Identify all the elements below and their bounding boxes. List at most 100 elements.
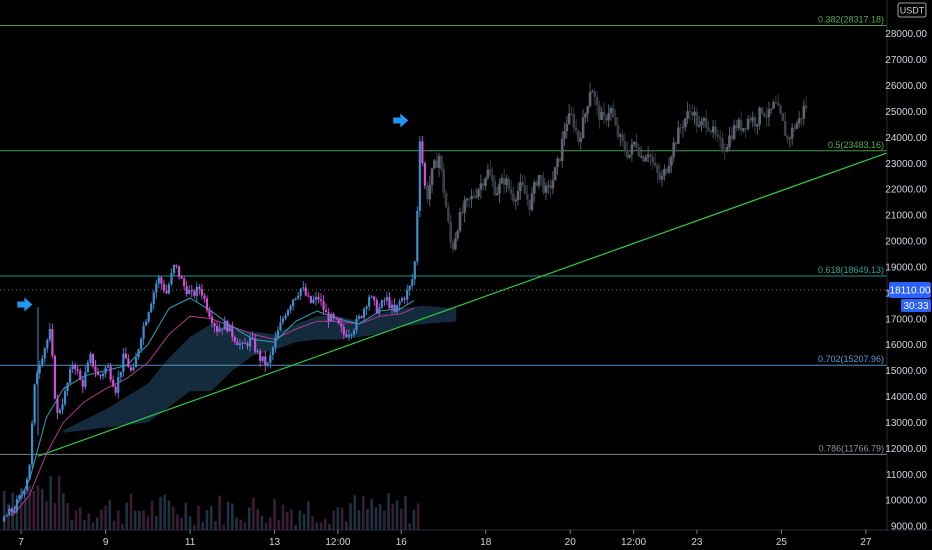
candle-body[interactable]: [36, 372, 39, 385]
candle-body[interactable]: [51, 329, 54, 356]
forecast-candle-body[interactable]: [718, 136, 722, 139]
candle-body[interactable]: [145, 321, 148, 326]
forecast-candle-body[interactable]: [574, 127, 578, 131]
candle-body[interactable]: [114, 386, 117, 393]
forecast-candle-body[interactable]: [474, 196, 478, 198]
forecast-candle-body[interactable]: [484, 178, 487, 186]
candle-body[interactable]: [352, 330, 356, 335]
candle-body[interactable]: [385, 297, 389, 301]
candle-body[interactable]: [340, 323, 343, 328]
forecast-candle-body[interactable]: [728, 135, 731, 147]
forecast-candle-body[interactable]: [614, 117, 617, 126]
forecast-candle-body[interactable]: [435, 160, 439, 168]
forecast-candle-body[interactable]: [772, 101, 775, 109]
candle-body[interactable]: [79, 370, 82, 380]
candle-body[interactable]: [337, 318, 340, 324]
forecast-candle-body[interactable]: [442, 169, 446, 193]
candle-body[interactable]: [368, 296, 371, 307]
candle-body[interactable]: [294, 298, 297, 300]
forecast-candle-body[interactable]: [472, 195, 476, 197]
forecast-candle-body[interactable]: [795, 123, 799, 129]
forecast-candle-body[interactable]: [426, 185, 429, 200]
candle-body[interactable]: [238, 343, 242, 346]
candle-body[interactable]: [91, 353, 95, 367]
fib-retracement[interactable]: 0.382(28317.18) 0.5(23483.16) 0.618(18649.…: [0, 14, 887, 455]
forecast-candle-body[interactable]: [460, 212, 464, 214]
candle-body[interactable]: [124, 353, 127, 359]
forecast-candle-body[interactable]: [665, 169, 669, 173]
forecast-candle-body[interactable]: [533, 182, 536, 194]
candle-body[interactable]: [198, 286, 201, 290]
forecast-candle-body[interactable]: [572, 113, 576, 128]
forecast-candle-body[interactable]: [642, 155, 645, 162]
candle-body[interactable]: [406, 289, 409, 300]
candle-body[interactable]: [3, 516, 6, 521]
forecast-candle-body[interactable]: [730, 135, 734, 140]
candle-body[interactable]: [177, 265, 181, 277]
forecast-candle-body[interactable]: [760, 107, 764, 114]
candle-body[interactable]: [314, 296, 318, 300]
candle-body[interactable]: [20, 494, 24, 496]
candle-body[interactable]: [74, 365, 77, 370]
candle-body[interactable]: [330, 314, 333, 322]
forecast-candle-body[interactable]: [781, 113, 785, 121]
candle-body[interactable]: [395, 304, 399, 312]
candle-body[interactable]: [183, 278, 186, 287]
forecast-candle-body[interactable]: [670, 157, 673, 166]
candle-body[interactable]: [418, 141, 421, 211]
candle-body[interactable]: [365, 306, 368, 309]
candle-body[interactable]: [342, 327, 345, 335]
candle-body[interactable]: [360, 316, 363, 318]
forecast-candle-body[interactable]: [709, 130, 713, 133]
candle-body[interactable]: [378, 307, 381, 314]
forecast-candle-body[interactable]: [507, 178, 511, 189]
candle-body[interactable]: [398, 301, 401, 305]
candle-body[interactable]: [269, 354, 272, 363]
forecast-candle-body[interactable]: [704, 117, 708, 128]
forecast-candle-body[interactable]: [486, 169, 490, 179]
candle-body[interactable]: [23, 490, 26, 495]
candle-body[interactable]: [15, 499, 18, 511]
candle-body[interactable]: [13, 510, 16, 512]
forecast-candle-body[interactable]: [628, 154, 631, 158]
candle-body[interactable]: [307, 295, 310, 297]
candle-body[interactable]: [33, 384, 36, 424]
forecast-candle-body[interactable]: [588, 92, 592, 107]
candle-body[interactable]: [46, 339, 49, 349]
candle-body[interactable]: [324, 309, 328, 313]
forecast-candle-body[interactable]: [465, 198, 469, 201]
candle-body[interactable]: [266, 362, 269, 365]
forecast-candle-body[interactable]: [523, 185, 527, 195]
forecast-candle-body[interactable]: [762, 113, 766, 117]
forecast-candle-body[interactable]: [449, 221, 452, 243]
candle-body[interactable]: [228, 325, 231, 332]
candle-body[interactable]: [5, 515, 8, 517]
candle-body[interactable]: [332, 314, 335, 318]
candle-body[interactable]: [383, 300, 386, 302]
candle-body[interactable]: [423, 163, 427, 186]
forecast-candle-body[interactable]: [679, 127, 682, 129]
candle-body[interactable]: [357, 316, 361, 319]
forecast-candle-body[interactable]: [646, 154, 650, 158]
candle-body[interactable]: [421, 141, 424, 164]
forecast-candle-body[interactable]: [753, 117, 757, 127]
forecast-candle-body[interactable]: [697, 125, 701, 127]
forecast-candle-body[interactable]: [607, 113, 610, 121]
forecast-candle-body[interactable]: [656, 165, 659, 173]
forecast-candle-body[interactable]: [570, 113, 573, 115]
forecast-candle-body[interactable]: [635, 141, 638, 148]
forecast-candle-body[interactable]: [447, 207, 450, 222]
candle-body[interactable]: [117, 376, 120, 393]
forecast-candle-body[interactable]: [623, 141, 627, 151]
candle-body[interactable]: [53, 355, 57, 399]
forecast-candle-body[interactable]: [667, 165, 671, 173]
forecast-candle-body[interactable]: [505, 178, 508, 185]
forecast-candle-body[interactable]: [577, 130, 580, 142]
forecast-candle-body[interactable]: [549, 185, 552, 189]
candle-body[interactable]: [408, 285, 411, 290]
candle-body[interactable]: [112, 379, 115, 387]
forecast-candle-body[interactable]: [498, 183, 501, 194]
forecast-candle-body[interactable]: [804, 105, 808, 109]
candle-body[interactable]: [195, 286, 198, 296]
